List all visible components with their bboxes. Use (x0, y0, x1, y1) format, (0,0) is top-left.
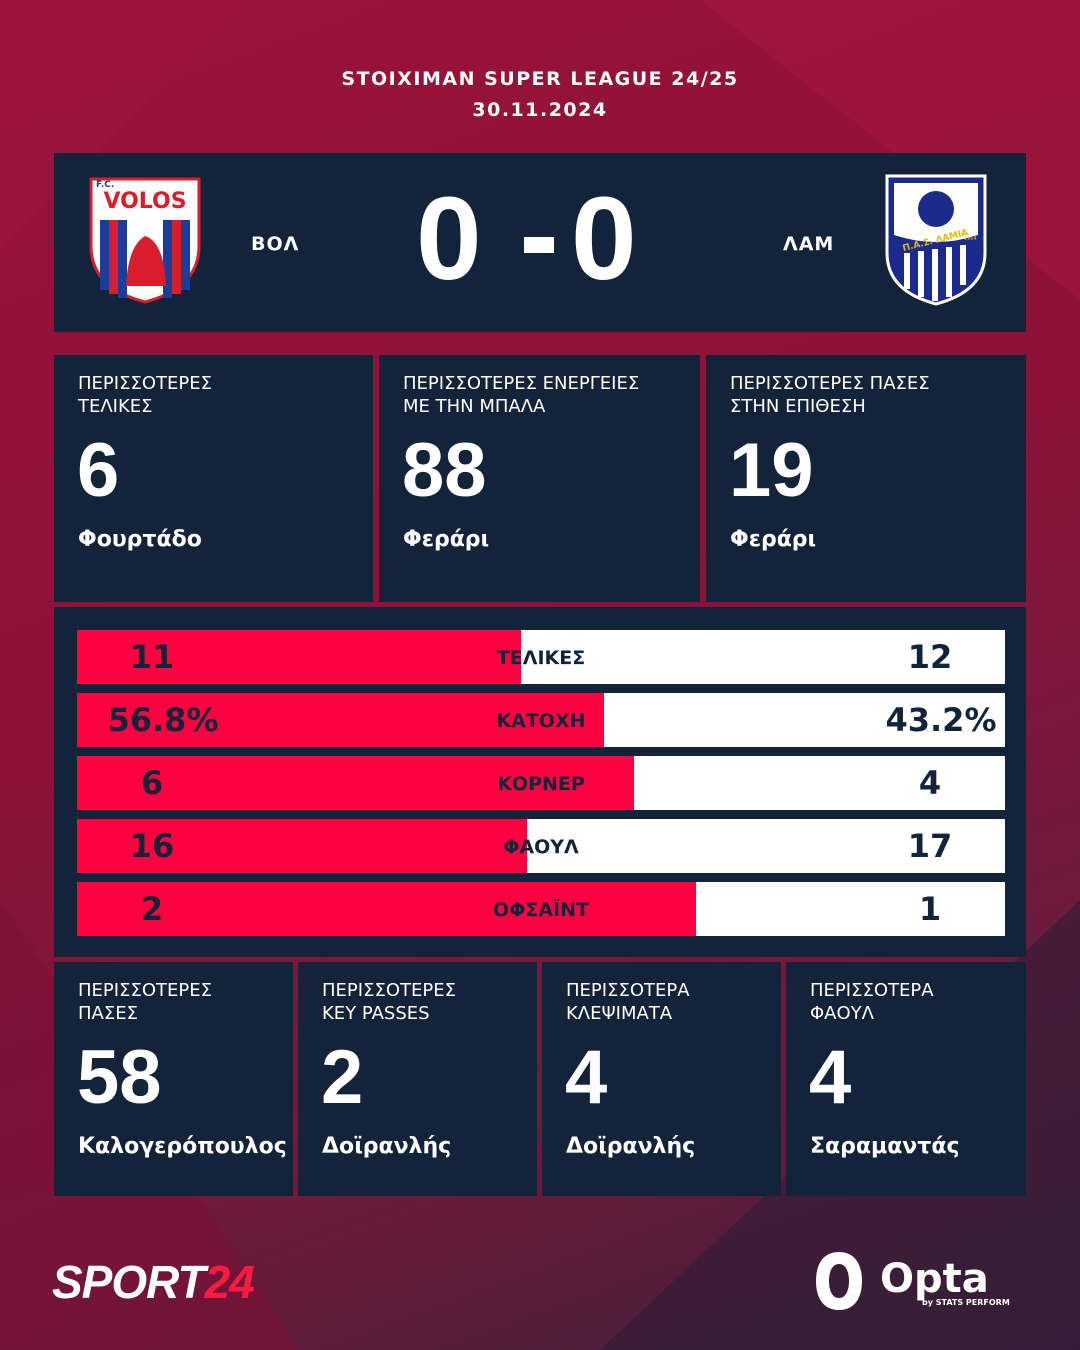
card-label: ΠΕΡΙΣΣΟΤΕΡΑ (566, 980, 690, 1001)
opta-mark (816, 1252, 862, 1310)
player-name: Καλογερόπουλος (78, 1134, 287, 1159)
card-label: ΠΕΡΙΣΣΟΤΕΡΕΣ (322, 980, 456, 1001)
provider: Opta (880, 1256, 989, 1302)
home-score: 0 (416, 173, 482, 305)
stat-bar: 56.8% ΚΑΤΟΧΗ 43.2% (77, 693, 1005, 747)
home-share (77, 819, 527, 873)
stat-card: ΠΕΡΙΣΣΟΤΕΡΑ ΦΑΟΥΛ 4 Σαραμαντάς (786, 962, 1026, 1196)
home-value: 16 (129, 827, 175, 865)
stat-bar: 16 ΦΑΟΥΛ 17 (77, 819, 1005, 873)
card-label: ΠΕΡΙΣΣΟΤΕΡΕΣ ΕΝΕΡΓΕΙΕΣ (403, 373, 640, 394)
home-value: 2 (140, 890, 164, 928)
away-value: 4 (918, 764, 942, 802)
card-label: ΣΤΗΝ ΕΠΙΘΕΣΗ (730, 396, 866, 417)
stat-label: ΟΦΣΑΪΝΤ (493, 899, 589, 921)
card-value: 6 (77, 428, 120, 513)
player-name: Δοϊρανλής (322, 1134, 452, 1159)
stat-label: ΦΑΟΥΛ (503, 836, 579, 858)
away-value: 43.2% (885, 701, 997, 739)
player-name: Φεράρι (403, 527, 490, 552)
score-panel: F.C. VOLOS ΒΟΛ 0 0 ΛΑΜ Π.Α.Σ. ΛΑΜΙΑ 1964 (54, 153, 1026, 332)
home-value: 11 (129, 638, 175, 676)
home-logo-name: VOLOS (103, 189, 186, 214)
home-share (77, 693, 605, 747)
player-name: Δοϊρανλής (566, 1134, 696, 1159)
card-label: ΠΕΡΙΣΣΟΤΕΡΑ (810, 980, 934, 1001)
card-label: ΠΑΣΕΣ (78, 1003, 138, 1024)
home-logo: F.C. VOLOS (89, 177, 201, 304)
card-value: 88 (402, 428, 487, 513)
stat-label: ΚΑΤΟΧΗ (496, 710, 586, 732)
away-logo: Π.Α.Σ. ΛΑΜΙΑ 1964 (885, 174, 987, 306)
card-label: ΦΑΟΥΛ (810, 1003, 874, 1024)
home-share (77, 882, 696, 936)
card-label: ΠΕΡΙΣΣΟΤΕΡΕΣ ΠΑΣΕΣ (730, 373, 930, 394)
home-logo-small: F.C. (96, 180, 114, 190)
card-label: KEY PASSES (322, 1003, 430, 1024)
date: 30.11.2024 (472, 99, 608, 121)
brand-word: SPORT (52, 1256, 206, 1308)
stat-bar: 11 ΤΕΛΙΚΕΣ 12 (77, 630, 1005, 684)
card-value: 19 (729, 428, 814, 513)
card-value: 58 (77, 1035, 162, 1120)
score-separator (524, 237, 554, 253)
stat-card: ΠΕΡΙΣΣΟΤΕΡΕΣ ΠΑΣΕΣ ΣΤΗΝ ΕΠΙΘΕΣΗ 19 Φεράρι (706, 355, 1026, 602)
player-name: Σαραμαντάς (810, 1134, 960, 1159)
away-value: 1 (918, 890, 942, 928)
stat-card: ΠΕΡΙΣΣΟΤΕΡΕΣ ΠΑΣΕΣ 58 Καλογερόπουλος (54, 962, 293, 1196)
away-team: ΛΑΜ (783, 233, 835, 255)
stat-card: ΠΕΡΙΣΣΟΤΕΡΕΣ KEY PASSES 2 Δοϊρανλής (298, 962, 537, 1196)
stat-card: ΠΕΡΙΣΣΟΤΕΡΕΣ ΤΕΛΙΚΕΣ 6 Φουρτάδο (54, 355, 373, 602)
brand-logo: SPORT24 (52, 1255, 255, 1309)
home-value: 56.8% (107, 701, 219, 739)
stat-label: ΤΕΛΙΚΕΣ (496, 647, 586, 669)
brand-number: 24 (204, 1256, 255, 1308)
away-logo-year: 1964 (964, 236, 977, 242)
card-label: ΤΕΛΙΚΕΣ (78, 396, 153, 417)
card-value: 2 (321, 1035, 364, 1120)
away-value: 17 (907, 827, 953, 865)
stat-card: ΠΕΡΙΣΣΟΤΕΡΑ ΚΛΕΨΙΜΑΤΑ 4 Δοϊρανλής (542, 962, 781, 1196)
player-name: Φουρτάδο (78, 527, 202, 552)
card-label: ΜΕ ΤΗΝ ΜΠΑΛΑ (403, 396, 546, 417)
card-value: 4 (565, 1035, 608, 1120)
provider-sub: by STATS PERFORM (922, 1298, 1010, 1307)
stat-card: ΠΕΡΙΣΣΟΤΕΡΕΣ ΕΝΕΡΓΕΙΕΣ ΜΕ ΤΗΝ ΜΠΑΛΑ 88 Φερά… (379, 355, 700, 602)
stat-bar: 2 ΟΦΣΑΪΝΤ 1 (77, 882, 1005, 936)
card-label: ΠΕΡΙΣΣΟΤΕΡΕΣ (78, 373, 212, 394)
competition: STOIXIMAN SUPER LEAGUE 24/25 (341, 68, 739, 90)
card-label: ΠΕΡΙΣΣΟΤΕΡΕΣ (78, 980, 212, 1001)
card-value: 4 (809, 1035, 852, 1120)
away-value: 12 (907, 638, 953, 676)
away-score: 0 (571, 173, 637, 305)
card-label: ΚΛΕΨΙΜΑΤΑ (566, 1003, 673, 1024)
home-team: ΒΟΛ (251, 233, 300, 255)
player-name: Φεράρι (730, 527, 817, 552)
stat-label: ΚΟΡΝΕΡ (497, 773, 585, 795)
home-share (77, 630, 521, 684)
home-value: 6 (140, 764, 164, 802)
home-share (77, 756, 634, 810)
stat-bar: 6 ΚΟΡΝΕΡ 4 (77, 756, 1005, 810)
